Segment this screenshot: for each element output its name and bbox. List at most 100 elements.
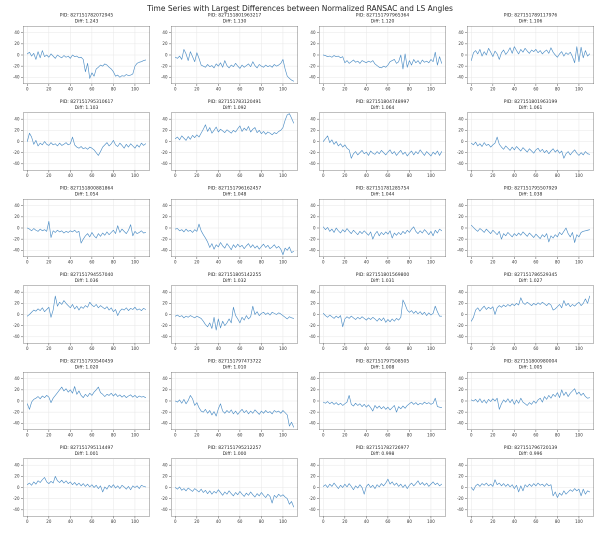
x-tick-label: 100 bbox=[131, 87, 139, 92]
x-tick-label: 20 bbox=[490, 173, 496, 178]
axes-border bbox=[171, 199, 298, 258]
x-tick-label: 0 bbox=[322, 87, 325, 92]
y-tick-label: -20 bbox=[457, 64, 464, 69]
y-tick-label: -20 bbox=[309, 64, 316, 69]
y-tick-label: 40 bbox=[162, 290, 168, 295]
x-tick-label: 80 bbox=[111, 260, 117, 265]
x-tick-label: 0 bbox=[26, 87, 29, 92]
y-tick-label: -20 bbox=[457, 323, 464, 328]
y-tick-label: 0 bbox=[313, 139, 316, 144]
x-tick-label: 40 bbox=[68, 87, 74, 92]
subplot: PID: 827151796162457 Diff: 1.048 0 20 40 60 8… bbox=[153, 186, 301, 273]
x-tick-label: 40 bbox=[512, 346, 518, 351]
x-tick-label: 60 bbox=[237, 519, 243, 524]
subplot-title: PID: 827151782726977 Diff: 0.998 bbox=[355, 445, 410, 457]
plot-svg: 0 20 40 60 80 100 -40 -20 0 20 40 bbox=[309, 112, 446, 178]
series-line bbox=[470, 225, 591, 244]
y-tick-label: 20 bbox=[458, 214, 464, 219]
y-tick-label: -20 bbox=[13, 237, 20, 242]
axes-border bbox=[171, 458, 298, 517]
y-tick-label: 0 bbox=[165, 139, 168, 144]
series-line bbox=[174, 306, 295, 331]
axes-border bbox=[171, 112, 298, 171]
x-tick-label: 40 bbox=[68, 433, 74, 438]
plot-svg: 0 20 40 60 80 100 -40 -20 0 20 40 bbox=[309, 285, 446, 351]
series-line bbox=[322, 479, 443, 495]
x-tick-label: 20 bbox=[194, 433, 200, 438]
x-tick-label: 40 bbox=[68, 260, 74, 265]
axes-border bbox=[319, 199, 446, 258]
y-tick-label: -20 bbox=[161, 237, 168, 242]
subplot: PID: 827151786529345 Diff: 1.027 0 20 40 60 8… bbox=[449, 273, 597, 360]
subplot-title: PID: 827151797965364 Diff: 1.120 bbox=[355, 13, 410, 24]
y-tick-label: -40 bbox=[13, 75, 20, 80]
series-line bbox=[322, 395, 443, 413]
x-tick-label: 40 bbox=[216, 519, 222, 524]
x-tick-label: 80 bbox=[555, 433, 561, 438]
subplot-title: PID: 827151797508505 Diff: 1.008 bbox=[355, 359, 410, 370]
x-tick-label: 0 bbox=[470, 519, 473, 524]
y-tick-label: -40 bbox=[457, 421, 464, 426]
series-line bbox=[470, 479, 591, 499]
y-tick-label: -40 bbox=[13, 248, 20, 253]
x-tick-label: 60 bbox=[385, 173, 391, 178]
subplot: PID: 827151795114497 Diff: 1.001 0 20 40 60 8… bbox=[5, 446, 153, 533]
x-tick-label: 20 bbox=[194, 87, 200, 92]
axes-border bbox=[171, 285, 298, 344]
plot-svg: 0 20 40 60 80 100 -40 -20 0 20 40 bbox=[457, 26, 594, 92]
x-tick-label: 100 bbox=[575, 519, 583, 524]
series-line bbox=[26, 221, 147, 244]
x-tick-label: 20 bbox=[46, 87, 52, 92]
x-tick-label: 0 bbox=[470, 346, 473, 351]
subplot: PID: 827151789117976 Diff: 1.106 0 20 40 60 8… bbox=[449, 13, 597, 100]
y-tick-label: 20 bbox=[458, 128, 464, 133]
y-tick-label: 40 bbox=[310, 290, 316, 295]
y-tick-label: -40 bbox=[457, 334, 464, 339]
y-tick-label: 20 bbox=[458, 387, 464, 392]
plot-svg: 0 20 40 60 80 100 -40 -20 0 20 40 bbox=[13, 26, 150, 92]
y-tick-label: 20 bbox=[14, 301, 20, 306]
y-tick-label: 20 bbox=[162, 41, 168, 46]
y-tick-label: 0 bbox=[313, 398, 316, 403]
y-tick-label: -20 bbox=[161, 410, 168, 415]
x-tick-label: 20 bbox=[342, 260, 348, 265]
y-tick-label: 0 bbox=[165, 225, 168, 230]
x-tick-label: 80 bbox=[407, 433, 413, 438]
x-tick-label: 100 bbox=[575, 173, 583, 178]
axes-border bbox=[319, 26, 446, 85]
y-tick-label: 0 bbox=[461, 225, 464, 230]
subplot-title: PID: 827151783120491 Diff: 1.092 bbox=[207, 99, 262, 111]
axes-border bbox=[23, 112, 150, 171]
x-tick-label: 0 bbox=[26, 260, 29, 265]
x-tick-label: 0 bbox=[322, 433, 325, 438]
y-tick-label: -40 bbox=[309, 161, 316, 166]
x-tick-label: 0 bbox=[174, 433, 177, 438]
x-tick-label: 60 bbox=[237, 433, 243, 438]
y-tick-label: 0 bbox=[17, 139, 20, 144]
x-tick-label: 80 bbox=[555, 260, 561, 265]
subplot-title: PID: 827151789117976 Diff: 1.106 bbox=[503, 13, 558, 24]
x-tick-label: 80 bbox=[555, 87, 561, 92]
x-tick-label: 100 bbox=[427, 87, 435, 92]
series-line bbox=[26, 386, 147, 410]
subplot: PID: 827151783120491 Diff: 1.092 0 20 40 60 8… bbox=[153, 100, 301, 187]
x-tick-label: 60 bbox=[533, 260, 539, 265]
x-tick-label: 40 bbox=[512, 433, 518, 438]
x-tick-label: 40 bbox=[364, 87, 370, 92]
plot-svg: 0 20 40 60 80 100 -40 -20 0 20 40 bbox=[309, 458, 446, 524]
y-tick-label: -40 bbox=[13, 161, 20, 166]
subplot-title: PID: 827151800881864 Diff: 1.054 bbox=[59, 186, 114, 197]
y-tick-label: 20 bbox=[458, 41, 464, 46]
x-tick-label: 20 bbox=[194, 346, 200, 351]
x-tick-label: 100 bbox=[131, 433, 139, 438]
x-tick-label: 100 bbox=[575, 87, 583, 92]
y-tick-label: 0 bbox=[461, 398, 464, 403]
y-tick-label: 40 bbox=[14, 290, 20, 295]
y-tick-label: -40 bbox=[161, 248, 168, 253]
y-tick-label: 0 bbox=[461, 485, 464, 490]
x-tick-label: 0 bbox=[26, 173, 29, 178]
y-tick-label: 0 bbox=[165, 398, 168, 403]
y-tick-label: -20 bbox=[161, 323, 168, 328]
subplot-title: PID: 827151795310617 Diff: 1.103 bbox=[59, 99, 114, 111]
